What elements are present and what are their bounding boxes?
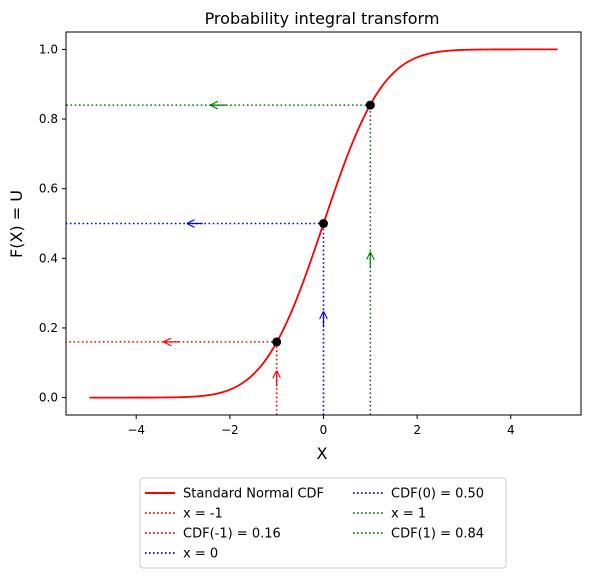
- y-tick-label: 1.0: [39, 42, 58, 56]
- legend-label: x = 0: [183, 547, 218, 562]
- x-axis-label: X: [317, 444, 328, 463]
- x-tick-label: 0: [320, 423, 328, 437]
- y-tick-label: 0.4: [39, 251, 58, 265]
- legend-label: x = -1: [183, 507, 223, 522]
- point-x0: [319, 219, 328, 228]
- point-x-1: [272, 337, 282, 347]
- y-tick-label: 0.0: [39, 391, 58, 405]
- y-tick-label: 0.8: [39, 112, 58, 126]
- legend-label: Standard Normal CDF: [183, 487, 324, 502]
- y-axis-label: F(X) = U: [7, 190, 26, 258]
- y-tick-label: 0.6: [39, 182, 58, 196]
- point-x1: [365, 100, 375, 110]
- legend-label: CDF(0) = 0.50: [391, 487, 484, 502]
- legend-label: x = 1: [391, 507, 426, 522]
- x-tick-label: 2: [413, 423, 421, 437]
- legend-box: [139, 477, 507, 569]
- y-tick-label: 0.2: [39, 321, 58, 335]
- x-tick-label: −4: [127, 423, 145, 437]
- chart-title: Probability integral transform: [205, 9, 440, 28]
- legend-label: CDF(-1) = 0.16: [183, 527, 281, 542]
- x-tick-label: 4: [507, 423, 515, 437]
- legend: Standard Normal CDF x = -1 CDF(-1) = 0.16 x…: [139, 477, 507, 569]
- x-tick-label: −2: [221, 423, 239, 437]
- legend-label: CDF(1) = 0.84: [391, 527, 484, 542]
